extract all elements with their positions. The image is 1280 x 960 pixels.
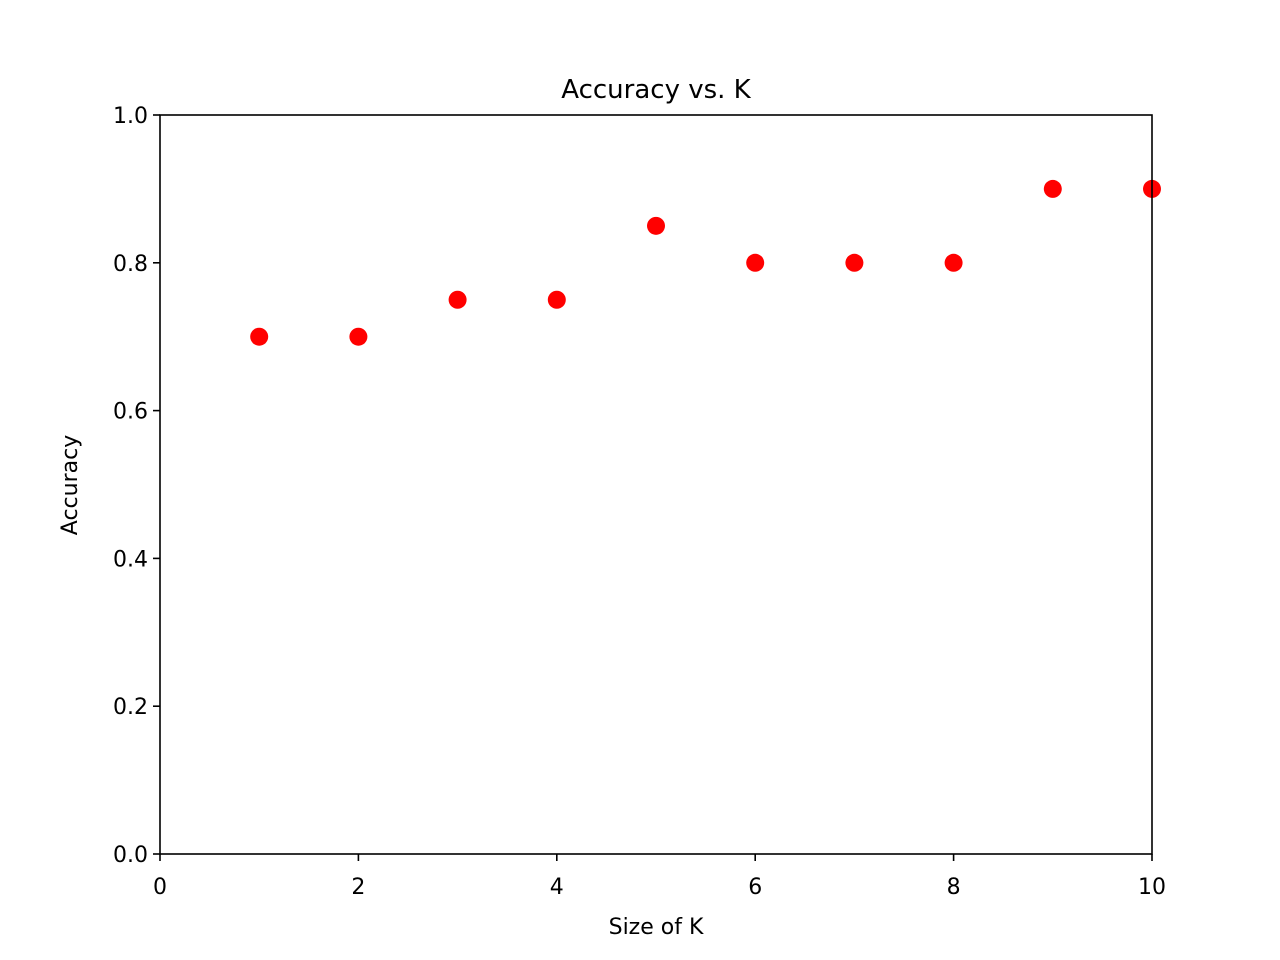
y-tick-label: 0.0 bbox=[113, 843, 148, 868]
x-tick-label: 8 bbox=[947, 875, 961, 900]
data-point bbox=[250, 327, 269, 346]
y-tick-label: 0.4 bbox=[113, 547, 148, 572]
data-point bbox=[1043, 179, 1062, 198]
x-tick-label: 6 bbox=[748, 875, 762, 900]
x-tick-label: 4 bbox=[550, 875, 564, 900]
data-point bbox=[746, 253, 765, 272]
data-points bbox=[250, 179, 1161, 346]
data-point bbox=[448, 290, 467, 309]
y-tick-label: 1.0 bbox=[113, 104, 148, 129]
plot-area-frame bbox=[159, 114, 1153, 855]
x-tick-label: 2 bbox=[351, 875, 365, 900]
x-tick-label: 10 bbox=[1138, 875, 1166, 900]
chart-title: Accuracy vs. K bbox=[561, 75, 751, 105]
data-point bbox=[547, 290, 566, 309]
x-axis-title: Size of K bbox=[609, 915, 704, 940]
y-tick-label: 0.2 bbox=[113, 695, 148, 720]
data-point bbox=[647, 216, 665, 235]
y-axis-title: Accuracy bbox=[58, 435, 83, 535]
y-axis-ticks: 0.0 0.2 0.4 0.6 0.8 1.0 bbox=[113, 104, 160, 868]
y-tick-label: 0.8 bbox=[113, 252, 148, 277]
data-point bbox=[944, 253, 963, 272]
data-point bbox=[349, 327, 368, 346]
y-tick-label: 0.6 bbox=[113, 400, 148, 425]
x-axis-ticks: 0 2 4 6 8 10 bbox=[153, 854, 1166, 900]
x-tick-label: 0 bbox=[153, 875, 167, 900]
data-point bbox=[845, 253, 864, 272]
